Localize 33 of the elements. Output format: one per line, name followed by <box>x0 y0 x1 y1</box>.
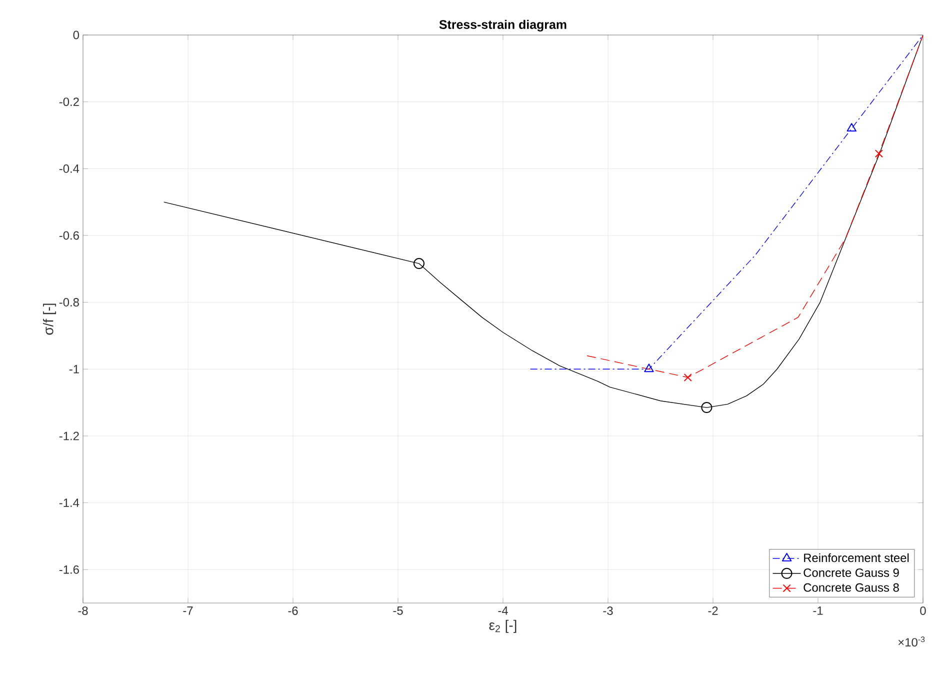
y-tick-label: -0.4 <box>59 164 80 173</box>
y-tick-label: -1 <box>69 365 79 374</box>
legend-label: Concrete Gauss 9 <box>804 568 899 577</box>
x-tick-label: -7 <box>183 606 193 615</box>
x-tick-label: -6 <box>288 606 298 615</box>
x-tick-label: -3 <box>603 606 613 615</box>
point <box>644 364 654 372</box>
y-tick-label: 0 <box>73 30 80 40</box>
point <box>846 123 856 132</box>
y-tick-label: -1.6 <box>59 565 79 574</box>
x-axis-title: ε$_{2}$ [-] <box>489 620 516 633</box>
x-tick-label: -2 <box>708 606 718 615</box>
text: ×10$^{-3}$ <box>898 636 925 647</box>
y-tick-label: -1.2 <box>59 432 79 440</box>
line-series <box>586 34 923 378</box>
y-tick-label: -0.2 <box>59 98 79 106</box>
point <box>684 373 692 382</box>
line-series <box>530 34 923 370</box>
point <box>701 402 712 414</box>
y-tick-label: -1.4 <box>59 498 80 507</box>
legend-label: Reinforcement steel <box>804 553 909 562</box>
x-tick-label: 0 <box>920 606 926 615</box>
x-tick-label: -1 <box>813 606 823 615</box>
x-tick-label: -8 <box>78 606 88 615</box>
legend-label: Concrete Gauss 8 <box>804 583 899 592</box>
point <box>874 150 883 158</box>
x-tick-label: -4 <box>498 606 508 615</box>
point <box>414 258 424 270</box>
y-axis-title: σ/f [-] <box>43 304 56 335</box>
y-tick-label: -0.8 <box>59 298 79 307</box>
chart-title: Stress-strain diagram <box>439 20 566 32</box>
x-tick-label: -5 <box>393 606 403 615</box>
y-tick-label: -0.6 <box>59 231 79 240</box>
